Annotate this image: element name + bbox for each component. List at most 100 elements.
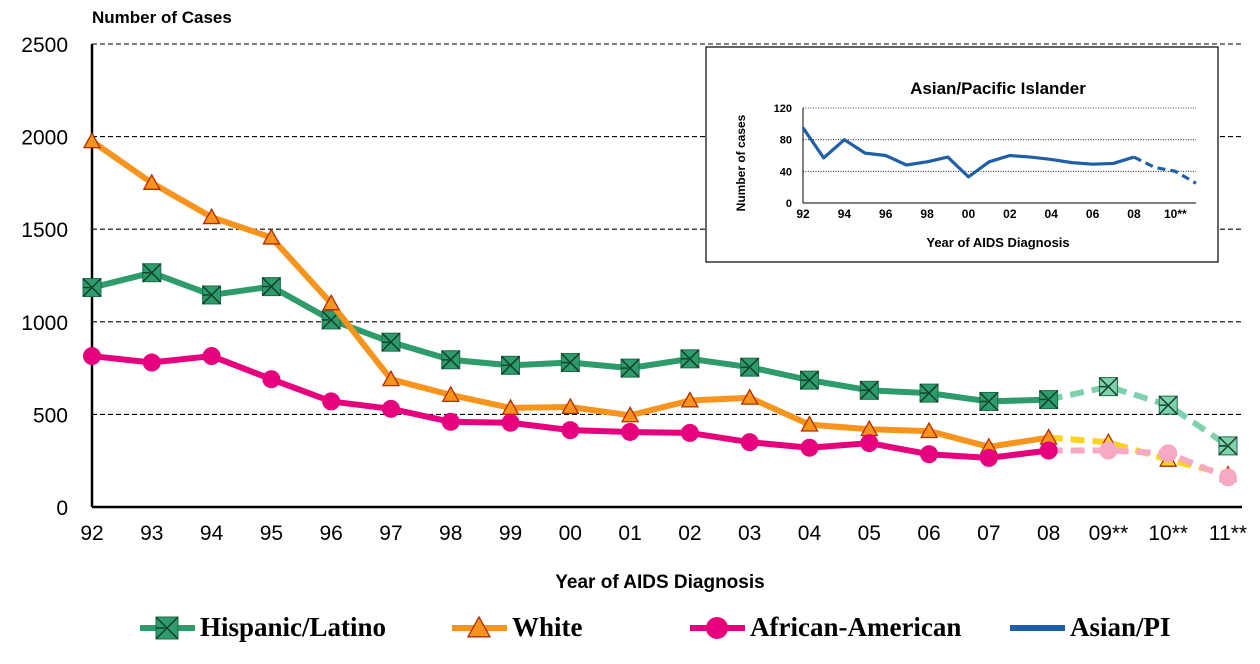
data-point <box>1219 468 1237 487</box>
data-point-cross <box>202 285 222 305</box>
data-point-cross <box>1158 395 1178 415</box>
inset-series-line <box>801 126 1135 179</box>
data-point <box>800 415 819 432</box>
data-point-cross <box>82 278 102 298</box>
data-point <box>381 399 400 418</box>
data-point <box>262 370 281 389</box>
x-tick-label: 06 <box>917 522 940 545</box>
legend: Hispanic/Latino White African-American Asia… <box>140 612 1171 642</box>
x-tick-label: 04 <box>798 522 822 545</box>
data-point <box>860 434 879 453</box>
inset-y-axis-title: Number of cases <box>734 114 748 211</box>
legend-label: Hispanic/Latino <box>200 612 386 642</box>
y-tick-label: 1000 <box>21 312 68 335</box>
data-point <box>142 173 161 190</box>
legend-label: African-American <box>750 612 961 642</box>
data-point-cross <box>740 357 760 377</box>
data-point-cross <box>441 350 461 370</box>
x-tick-label: 01 <box>618 522 641 545</box>
x-tick-label: 97 <box>379 522 402 545</box>
data-point-cross <box>620 358 640 378</box>
y-tick-label: 2500 <box>21 34 68 57</box>
inset-y-tick-label: 120 <box>774 103 792 115</box>
x-tick-label: 09** <box>1089 522 1129 545</box>
x-tick-label: 95 <box>260 522 283 545</box>
inset-axes <box>802 108 1196 204</box>
data-point <box>441 412 460 431</box>
series-projected-line <box>1047 383 1230 449</box>
data-point <box>83 347 101 366</box>
data-point <box>1159 444 1178 463</box>
data-point-cross <box>501 355 521 375</box>
data-point-cross <box>859 380 879 400</box>
data-point <box>621 422 640 441</box>
y-axis-title: Number of Cases <box>92 8 232 27</box>
series-projected-line <box>1048 447 1230 481</box>
inset-x-tick-label: 04 <box>1045 207 1059 221</box>
inset-grid-lines <box>803 107 1196 172</box>
x-tick-label: 02 <box>678 522 701 545</box>
data-point <box>740 388 759 405</box>
data-point-cross <box>381 332 401 352</box>
data-point-cross <box>142 263 162 283</box>
y-tick-label: 2000 <box>21 127 68 150</box>
legend-item: White <box>452 612 583 642</box>
data-point <box>561 421 580 440</box>
data-point <box>979 448 998 467</box>
x-tick-label: 07 <box>977 522 1000 545</box>
data-point <box>680 423 699 442</box>
inset-y-tick-labels: 0 40 80 120 <box>774 103 792 210</box>
x-tick-label: 08 <box>1037 522 1060 545</box>
inset-y-tick-label: 40 <box>780 166 792 178</box>
inset-x-axis-title: Year of AIDS Diagnosis <box>926 235 1069 250</box>
x-tick-label: 93 <box>140 522 163 545</box>
x-axis-title: Year of AIDS Diagnosis <box>555 572 764 593</box>
data-point <box>142 353 161 372</box>
x-tick-labels: 92 93 94 95 96 97 98 99 00 01 02 03 04 05 06 07 08 09** 10… <box>80 522 1247 545</box>
inset-x-tick-label: 98 <box>920 207 934 221</box>
y-tick-labels: 0 500 1000 1500 2000 2500 <box>21 34 68 520</box>
data-point <box>381 369 401 387</box>
x-tick-label: 03 <box>738 522 761 545</box>
data-point-cross <box>1098 377 1118 397</box>
data-point <box>920 445 939 464</box>
data-point <box>322 293 341 311</box>
legend-item: Asian/PI <box>1010 612 1171 642</box>
inset-x-tick-label: 08 <box>1127 207 1141 221</box>
inset-frame <box>705 46 1219 263</box>
series-line <box>91 269 1049 405</box>
inset-x-tick-label: 06 <box>1086 207 1100 221</box>
legend-label: White <box>512 612 583 642</box>
inset-series <box>801 126 1197 185</box>
inset-series-projected-line <box>1133 155 1197 185</box>
data-point <box>621 405 640 423</box>
x-tick-label: 00 <box>559 522 582 545</box>
data-point-cross <box>979 391 999 411</box>
data-point <box>322 392 341 411</box>
x-tick-label: 05 <box>858 522 881 545</box>
data-point-cross <box>799 370 819 390</box>
data-point <box>262 228 281 245</box>
inset-title: Asian/Pacific Islander <box>910 79 1086 98</box>
x-tick-label: 98 <box>439 522 462 545</box>
x-tick-label: 10** <box>1148 522 1188 545</box>
x-tick-label: 94 <box>200 522 224 545</box>
data-point-cross <box>261 277 281 297</box>
data-point <box>202 347 221 366</box>
y-tick-label: 500 <box>33 404 68 427</box>
data-point-cross <box>1218 436 1238 456</box>
inset-y-tick-label: 80 <box>780 135 792 147</box>
data-point <box>680 391 699 408</box>
data-point <box>202 207 221 225</box>
inset-x-tick-label: 02 <box>1003 207 1017 221</box>
inset-x-tick-label: 94 <box>838 207 852 221</box>
series-hispanic-latino <box>82 263 1238 456</box>
data-point-cross <box>680 349 700 369</box>
data-point <box>1039 441 1058 460</box>
inset-x-tick-label: 10** <box>1164 207 1187 221</box>
data-point <box>919 421 939 439</box>
inset-x-tick-label: 96 <box>879 207 893 221</box>
series-group <box>82 131 1238 487</box>
inset-x-tick-label: 92 <box>796 207 810 221</box>
